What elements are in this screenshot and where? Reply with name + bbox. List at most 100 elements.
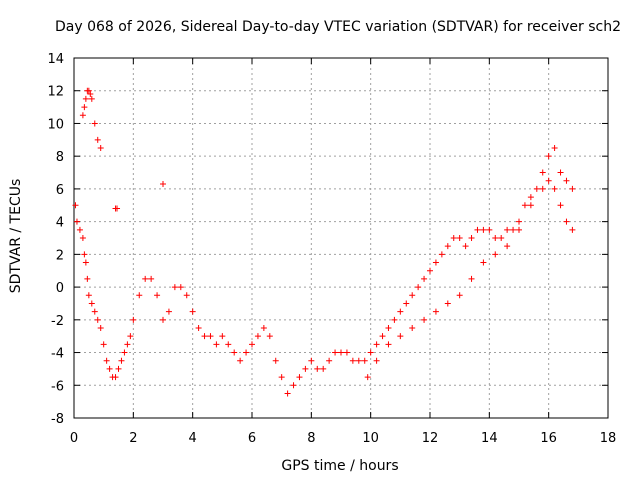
data-point <box>504 243 511 250</box>
data-point <box>468 275 475 282</box>
data-point <box>545 177 552 184</box>
data-point <box>397 308 404 315</box>
data-point <box>320 365 327 372</box>
data-point <box>189 308 196 315</box>
data-point <box>243 349 250 356</box>
data-point <box>326 357 333 364</box>
data-point <box>118 357 125 364</box>
y-tick-label: 8 <box>56 150 64 165</box>
data-point <box>79 235 86 241</box>
data-point <box>81 251 88 258</box>
data-point <box>338 349 344 356</box>
data-point <box>563 218 570 225</box>
data-point <box>527 194 534 201</box>
data-point <box>563 177 570 184</box>
data-point <box>504 226 511 233</box>
data-point <box>421 316 428 323</box>
data-point <box>551 185 558 192</box>
data-point <box>97 145 104 151</box>
data-point <box>533 185 540 192</box>
data-point <box>88 95 95 102</box>
data-point <box>85 292 92 299</box>
data-point <box>225 341 232 348</box>
data-point <box>76 226 83 233</box>
data-point <box>308 357 315 364</box>
data-point <box>373 357 380 364</box>
y-tick-label: -4 <box>51 347 64 362</box>
data-point <box>444 300 451 307</box>
data-point <box>249 341 255 348</box>
x-tick-label: 0 <box>70 431 78 446</box>
data-point <box>114 205 121 212</box>
data-point <box>557 169 564 176</box>
data-point <box>474 226 481 233</box>
data-point <box>361 357 368 364</box>
data-point <box>207 333 214 340</box>
data-point <box>201 333 208 340</box>
data-point <box>183 292 190 299</box>
data-point <box>569 226 576 233</box>
data-point <box>427 267 433 274</box>
data-point <box>219 333 226 340</box>
y-tick-label: -6 <box>51 379 64 394</box>
data-point <box>278 374 285 381</box>
data-point <box>367 349 374 356</box>
data-point <box>521 202 528 209</box>
x-tick-label: 8 <box>307 431 315 446</box>
data-point <box>254 333 261 340</box>
data-point <box>165 308 172 315</box>
data-point <box>94 316 101 323</box>
data-point <box>88 300 95 307</box>
data-point <box>160 316 166 323</box>
data-point <box>160 181 166 187</box>
data-point <box>85 87 92 94</box>
data-point <box>296 374 303 381</box>
data-point <box>462 243 469 250</box>
data-point <box>349 357 356 364</box>
data-point <box>456 235 463 241</box>
data-point <box>106 365 113 372</box>
data-point <box>516 226 522 233</box>
data-point <box>480 226 487 233</box>
data-point <box>82 259 89 266</box>
data-point <box>492 251 499 258</box>
y-tick-label: 10 <box>47 117 64 132</box>
x-tick-label: 6 <box>248 431 256 446</box>
data-point <box>290 382 297 389</box>
y-tick-label: 0 <box>56 281 64 296</box>
data-point <box>314 365 321 372</box>
data-point <box>385 341 392 348</box>
data-point <box>539 185 546 192</box>
data-point <box>284 390 291 397</box>
y-tick-label: 6 <box>56 183 64 198</box>
data-point <box>539 169 546 176</box>
data-point <box>492 235 499 241</box>
data-point <box>127 333 134 340</box>
data-point <box>142 275 149 282</box>
data-point <box>486 226 493 233</box>
data-point <box>177 284 184 291</box>
plot-frame <box>73 57 609 419</box>
data-point <box>81 104 88 111</box>
data-point <box>79 112 86 119</box>
y-axis-ticks: -8 -6 -4 -2 0 2 4 6 8 10 12 14 <box>47 52 608 427</box>
x-tick-label: 18 <box>600 431 617 446</box>
data-point <box>302 365 309 372</box>
data-point <box>545 153 552 160</box>
y-tick-label: -8 <box>51 412 64 427</box>
data-point <box>450 235 457 241</box>
data-point <box>403 300 410 307</box>
data-point <box>379 333 386 340</box>
data-point <box>391 316 398 323</box>
x-tick-label: 4 <box>189 431 197 446</box>
data-point <box>272 357 279 364</box>
data-point <box>231 349 238 356</box>
data-point <box>91 308 98 315</box>
data-point <box>103 357 110 364</box>
x-tick-label: 10 <box>362 431 379 446</box>
data-point <box>121 349 128 356</box>
y-tick-label: 2 <box>56 248 64 263</box>
data-point <box>115 365 122 372</box>
data-point <box>332 349 339 356</box>
